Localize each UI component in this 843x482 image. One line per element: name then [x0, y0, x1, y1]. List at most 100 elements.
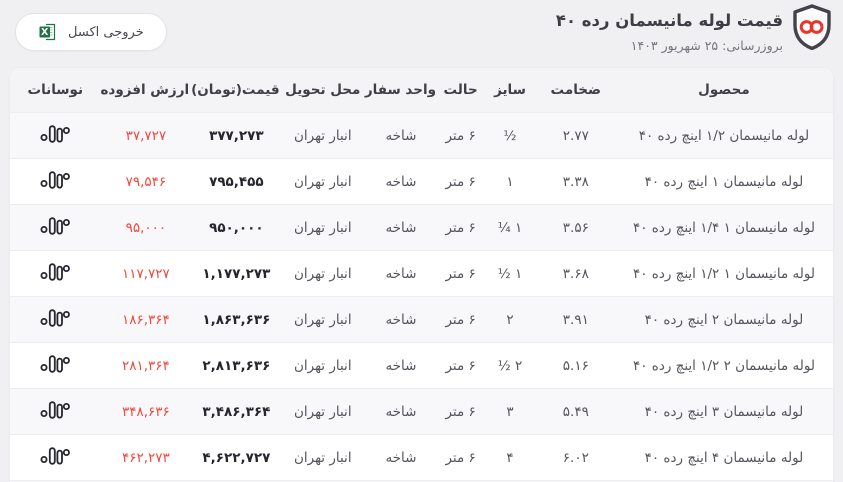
fluctuation-cell [10, 204, 101, 251]
product-name: لوله مانیسمان ۴ اینچ رده ۴۰ [644, 449, 804, 466]
price-value: ۹۵۰,۰۰۰ [209, 219, 264, 236]
price-value: ۳۷۷,۲۷۳ [209, 127, 264, 144]
added-value: ۳۴۸,۶۳۶ [121, 403, 170, 420]
price-cell: ۲,۸۱۳,۶۳۶ [191, 342, 282, 389]
size-cell: ۳ [483, 388, 537, 435]
size-value: ۲ ½ [497, 357, 523, 374]
table-row: لوله مانیسمان ۲ اینچ رده ۴۰ ۳.۹۱ ۲ ۶ متر… [10, 296, 833, 343]
bar-fluctuation-chart-icon[interactable] [40, 446, 71, 465]
product-name: لوله مانیسمان ۲ ۱/۲ اینچ رده ۴۰ [632, 357, 815, 374]
added-value-cell: ۱۸۶,۳۶۴ [100, 296, 192, 343]
last-updated-text: بروزرسانی: ۲۵ شهریور ۱۴۰۳ [630, 37, 783, 53]
price-cell: ۷۹۵,۴۵۵ [191, 158, 282, 205]
excel-file-icon: X [38, 22, 58, 42]
thickness-value: ۵.۱۶ [562, 357, 589, 374]
page-title: قیمت لوله مانیسمان رده ۴۰ [555, 11, 783, 30]
table-footer-strip [10, 480, 833, 482]
added-value: ۲۸۱,۳۶۴ [121, 357, 170, 374]
state-value: ۶ متر [445, 127, 476, 144]
top-bar: قیمت لوله مانیسمان رده ۴۰ بروزرسانی: ۲۵ … [0, 0, 843, 68]
delivery-value: انبار تهران [293, 127, 352, 144]
size-value: ۱ ½ [497, 265, 523, 282]
bar-fluctuation-chart-icon[interactable] [40, 400, 71, 419]
excel-export-label: خروجی اکسل [68, 24, 144, 40]
delivery-value: انبار تهران [293, 311, 352, 328]
bar-fluctuation-chart-icon[interactable] [40, 308, 71, 327]
thickness-value: ۳.۵۶ [562, 219, 589, 236]
product-name: لوله مانیسمان ۱ ۱/۲ اینچ رده ۴۰ [632, 265, 815, 282]
col-header-added-value: ارزش افزوده [100, 68, 192, 113]
bar-fluctuation-chart-icon[interactable] [40, 216, 71, 235]
fluctuation-cell [10, 112, 101, 159]
order-unit-value: شاخه [385, 357, 417, 374]
excel-export-button[interactable]: خروجی اکسل X [15, 13, 167, 51]
order-unit-value: شاخه [385, 265, 417, 282]
product-cell: لوله مانیسمان ۲ ۱/۲ اینچ رده ۴۰ [614, 342, 833, 389]
delivery-value: انبار تهران [293, 219, 352, 236]
thickness-cell: ۳.۳۸ [536, 158, 615, 205]
delivery-cell: انبار تهران [281, 112, 364, 159]
price-cell: ۳,۴۸۶,۳۶۴ [191, 388, 282, 435]
order-unit-cell: شاخه [363, 204, 438, 251]
product-name: لوله مانیسمان ۱ اینچ رده ۴۰ [644, 173, 804, 190]
price-value: ۷۹۵,۴۵۵ [209, 173, 264, 190]
bar-fluctuation-chart-icon[interactable] [40, 262, 71, 281]
product-cell: لوله مانیسمان ۱ ۱/۲ اینچ رده ۴۰ [614, 250, 833, 297]
bar-fluctuation-chart-icon[interactable] [40, 170, 71, 189]
added-value: ۱۱۷,۷۲۷ [121, 265, 170, 282]
size-value: ۲ [506, 311, 514, 328]
order-unit-cell: شاخه [363, 388, 438, 435]
price-cell: ۱,۸۶۳,۶۳۶ [191, 296, 282, 343]
size-cell: ۲ [483, 296, 537, 343]
price-value: ۳,۴۸۶,۳۶۴ [202, 403, 271, 420]
state-cell: ۶ متر [437, 250, 484, 297]
bar-fluctuation-chart-icon[interactable] [40, 354, 71, 373]
thickness-cell: ۵.۱۶ [536, 342, 615, 389]
price-table: محصول ضخامت سایز حالت واحد سفارش محل تحو… [10, 68, 833, 480]
thickness-cell: ۳.۶۸ [536, 250, 615, 297]
state-cell: ۶ متر [437, 204, 484, 251]
added-value: ۴۶۲,۲۷۳ [121, 449, 170, 466]
thickness-cell: ۳.۵۶ [536, 204, 615, 251]
order-unit-value: شاخه [385, 127, 417, 144]
order-unit-value: شاخه [385, 219, 417, 236]
col-header-price: قیمت(تومان) [191, 68, 282, 113]
order-unit-cell: شاخه [363, 434, 438, 480]
product-cell: لوله مانیسمان ۳ اینچ رده ۴۰ [614, 388, 833, 435]
col-header-thickness: ضخامت [536, 68, 615, 113]
delivery-value: انبار تهران [293, 403, 352, 420]
order-unit-value: شاخه [385, 449, 417, 466]
added-value-cell: ۳۷,۷۲۷ [100, 112, 192, 159]
size-value: ۴ [506, 449, 514, 466]
added-value-cell: ۳۴۸,۶۳۶ [100, 388, 192, 435]
thickness-value: ۶.۰۲ [562, 449, 589, 466]
thickness-cell: ۳.۹۱ [536, 296, 615, 343]
price-cell: ۴,۶۲۲,۷۲۷ [191, 434, 282, 480]
fluctuation-cell [10, 434, 101, 480]
thickness-cell: ۶.۰۲ [536, 434, 615, 480]
bar-fluctuation-chart-icon[interactable] [40, 124, 71, 143]
shield-infinity-logo-icon [790, 4, 834, 51]
order-unit-value: شاخه [385, 311, 417, 328]
product-cell: لوله مانیسمان ۴ اینچ رده ۴۰ [614, 434, 833, 480]
fluctuation-cell [10, 250, 101, 297]
state-value: ۶ متر [445, 449, 476, 466]
price-cell: ۳۷۷,۲۷۳ [191, 112, 282, 159]
table-body: لوله مانیسمان ۱/۲ اینچ رده ۴۰ ۲.۷۷ ½ ۶ م… [10, 112, 833, 480]
state-cell: ۶ متر [437, 158, 484, 205]
size-value: ½ [503, 127, 517, 144]
added-value: ۱۸۶,۳۶۴ [121, 311, 170, 328]
delivery-cell: انبار تهران [281, 388, 364, 435]
size-value: ۳ [506, 403, 514, 420]
delivery-value: انبار تهران [293, 449, 352, 466]
fluctuation-cell [10, 296, 101, 343]
added-value: ۹۵,۰۰۰ [125, 219, 167, 236]
delivery-value: انبار تهران [293, 265, 352, 282]
col-header-order-unit: واحد سفارش [363, 68, 438, 113]
price-table-card: محصول ضخامت سایز حالت واحد سفارش محل تحو… [10, 68, 833, 482]
product-cell: لوله مانیسمان ۱/۲ اینچ رده ۴۰ [614, 112, 833, 159]
state-cell: ۶ متر [437, 112, 484, 159]
delivery-cell: انبار تهران [281, 250, 364, 297]
order-unit-cell: شاخه [363, 250, 438, 297]
fluctuation-cell [10, 342, 101, 389]
